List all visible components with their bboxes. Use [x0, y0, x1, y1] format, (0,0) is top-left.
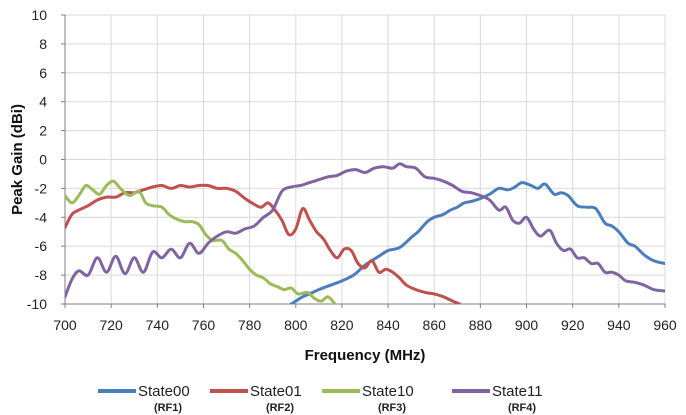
grid — [64, 14, 666, 305]
x-tick-label: 780 — [238, 317, 262, 333]
x-tick-label: 900 — [515, 317, 539, 333]
series-lines — [65, 162, 665, 304]
axes — [61, 14, 666, 308]
y-tick-label: -10 — [27, 296, 47, 312]
series-line-state01 — [65, 183, 462, 304]
y-tick-label: 10 — [31, 7, 47, 23]
x-tick-label: 740 — [146, 317, 170, 333]
x-axis-title: Frequency (MHz) — [305, 347, 426, 364]
legend-sublabel: (RF2) — [266, 402, 294, 414]
x-tick-label: 960 — [653, 317, 677, 333]
series-line-state00 — [289, 181, 665, 304]
y-axis-title: Peak Gain (dBi) — [9, 104, 26, 215]
legend-sublabel: (RF1) — [154, 402, 182, 414]
legend-label: State00 — [138, 383, 190, 400]
x-tick-label: 700 — [53, 317, 77, 333]
x-tick-label: 920 — [561, 317, 585, 333]
x-tick-label: 860 — [423, 317, 447, 333]
y-tick-label: -6 — [35, 238, 48, 254]
y-tick-label: 0 — [39, 152, 47, 168]
tick-labels: 10 8 6 4 2 0 -2 -4 -6 -8 -10 700 720 740 760 780 800 820 8… — [27, 7, 677, 333]
legend-sublabel: (RF3) — [378, 402, 406, 414]
y-tick-label: 8 — [39, 36, 47, 52]
legend-label: State01 — [250, 383, 302, 400]
y-tick-label: -2 — [35, 180, 48, 196]
y-tick-label: 2 — [39, 123, 47, 139]
x-tick-label: 940 — [607, 317, 631, 333]
y-tick-label: -8 — [35, 267, 48, 283]
legend-item-state11: State11 (RF4) — [452, 383, 543, 414]
x-tick-label: 760 — [192, 317, 216, 333]
legend-sublabel: (RF4) — [508, 402, 536, 414]
series-line-state11 — [65, 162, 665, 299]
series-line-state10 — [65, 179, 337, 304]
x-tick-label: 800 — [284, 317, 308, 333]
y-tick-label: 4 — [39, 94, 47, 110]
y-tick-label: -4 — [35, 209, 48, 225]
x-tick-label: 720 — [99, 317, 123, 333]
y-tick-label: 6 — [39, 65, 47, 81]
legend-label: State11 — [492, 383, 543, 400]
legend-item-state00: State00 (RF1) — [98, 383, 190, 414]
x-tick-label: 880 — [469, 317, 493, 333]
x-tick-label: 820 — [330, 317, 354, 333]
legend-item-state10: State10 (RF3) — [322, 383, 414, 414]
legend-label: State10 — [362, 383, 414, 400]
legend-item-state01: State01 (RF2) — [210, 383, 302, 414]
legend: State00(RF1)State01(RF2)State10(RF3)Stat… — [98, 383, 543, 414]
x-tick-label: 840 — [376, 317, 400, 333]
